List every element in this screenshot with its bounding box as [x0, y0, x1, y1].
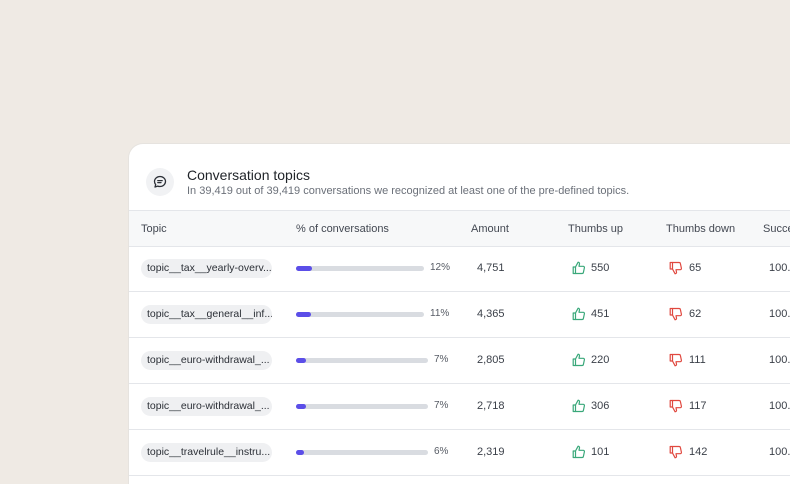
topic-tag[interactable]: topic__euro-withdrawal_... [141, 397, 272, 416]
conversation-share-fill [296, 266, 312, 271]
conversation-share-bar [296, 404, 428, 409]
thumbs-down-count: 65 [689, 262, 702, 274]
thumbs-down-count: 111 [689, 354, 706, 366]
conversation-share-fill [296, 312, 311, 317]
thumbs-up-count: 220 [591, 354, 610, 366]
thumbs-up-icon [571, 398, 587, 414]
conversation-share-label: 7% [434, 354, 449, 365]
thumbs-up-count: 101 [591, 446, 610, 458]
table-row[interactable]: topic__euro-withdrawal_... 7% 2,718 306 … [129, 384, 790, 430]
thumbs-down-count: 62 [689, 308, 702, 320]
thumbs-up-icon [571, 306, 587, 322]
table-row[interactable]: topic__tax__yearly-overv... 12% 4,751 55… [129, 246, 790, 292]
column-success[interactable]: Succe [763, 223, 790, 235]
success-value: 100. [769, 262, 790, 274]
thumbs-down-icon [668, 444, 684, 460]
conversation-share-fill [296, 358, 306, 363]
conversation-share-bar [296, 312, 424, 317]
card-subtitle: In 39,419 out of 39,419 conversations we… [187, 185, 630, 197]
table-row[interactable]: topic__travelrule__instru... 6% 2,319 10… [129, 430, 790, 476]
thumbs-up-count: 451 [591, 308, 610, 320]
conversation-share-label: 6% [434, 446, 449, 457]
success-value: 100. [769, 308, 790, 320]
conversation-share-fill [296, 404, 306, 409]
thumbs-up-icon [571, 260, 587, 276]
conversation-share-fill [296, 450, 304, 455]
card-title: Conversation topics [187, 167, 310, 183]
topic-tag[interactable]: topic__tax__yearly-overv... [141, 259, 272, 278]
column-thumbs-up[interactable]: Thumbs up [568, 223, 624, 235]
table-row[interactable]: topic__tax__general__inf... 11% 4,365 45… [129, 292, 790, 338]
conversation-share-label: 12% [430, 262, 451, 273]
success-value: 100. [769, 400, 790, 412]
amount-value: 2,805 [477, 354, 505, 366]
thumbs-down-icon [668, 398, 684, 414]
conversation-share-label: 11% [430, 308, 450, 319]
amount-value: 2,718 [477, 400, 505, 412]
success-value: 100. [769, 446, 790, 458]
chat-bubble-icon [146, 168, 174, 196]
table-header: Topic % of conversations Amount Thumbs u… [129, 210, 790, 247]
conversation-share-bar [296, 266, 424, 271]
card-header: Conversation topics In 39,419 out of 39,… [129, 144, 790, 210]
topic-tag[interactable]: topic__travelrule__instru... [141, 443, 272, 462]
conversation-share-bar [296, 450, 428, 455]
thumbs-up-count: 550 [591, 262, 610, 274]
topic-tag[interactable]: topic__tax__general__inf... [141, 305, 272, 324]
column-thumbs-down[interactable]: Thumbs down [666, 223, 736, 235]
conversation-share-label: 7% [434, 400, 449, 411]
conversation-topics-card: Conversation topics In 39,419 out of 39,… [129, 144, 790, 484]
thumbs-down-icon [668, 306, 684, 322]
table-body: topic__tax__yearly-overv... 12% 4,751 55… [129, 246, 790, 476]
column-topic[interactable]: Topic [141, 223, 167, 235]
column-amount[interactable]: Amount [471, 223, 509, 235]
amount-value: 2,319 [477, 446, 505, 458]
thumbs-down-count: 142 [689, 446, 708, 458]
table-row[interactable]: topic__euro-withdrawal_... 7% 2,805 220 … [129, 338, 790, 384]
thumbs-down-count: 117 [689, 400, 707, 412]
amount-value: 4,751 [477, 262, 505, 274]
thumbs-down-icon [668, 260, 684, 276]
topic-tag[interactable]: topic__euro-withdrawal_... [141, 351, 272, 370]
thumbs-up-count: 306 [591, 400, 610, 412]
conversation-share-bar [296, 358, 428, 363]
thumbs-up-icon [571, 444, 587, 460]
thumbs-down-icon [668, 352, 684, 368]
amount-value: 4,365 [477, 308, 505, 320]
column-pct-conversations[interactable]: % of conversations [296, 223, 389, 235]
success-value: 100. [769, 354, 790, 366]
thumbs-up-icon [571, 352, 587, 368]
